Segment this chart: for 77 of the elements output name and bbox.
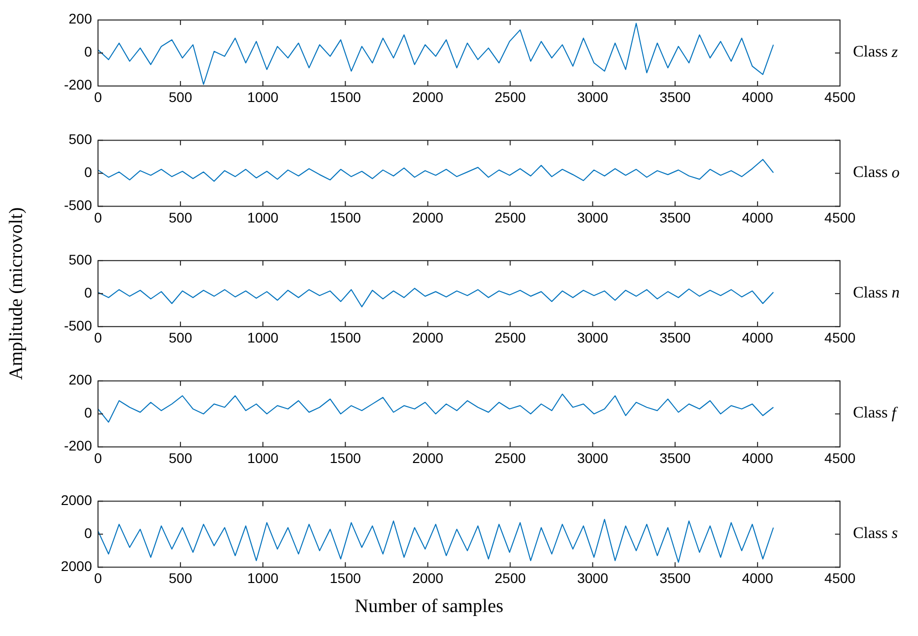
x-tick-label: 4500 bbox=[824, 450, 856, 466]
x-tick-label: 2000 bbox=[412, 89, 444, 105]
x-tick-label: 1500 bbox=[330, 570, 362, 586]
x-tick-label: 4500 bbox=[824, 330, 856, 346]
x-tick-label: 1000 bbox=[247, 570, 279, 586]
x-tick-label: 3000 bbox=[577, 450, 608, 466]
x-tick-label: 1000 bbox=[247, 450, 279, 466]
y-tick-label: 200 bbox=[68, 10, 92, 27]
y-tick-label: 200 bbox=[68, 372, 92, 388]
x-tick-label: 3000 bbox=[577, 89, 608, 105]
text: Class s bbox=[853, 524, 898, 542]
y-tick-label: 500 bbox=[68, 251, 92, 268]
line-series bbox=[98, 518, 774, 563]
y-tick-label: 0 bbox=[84, 404, 92, 421]
x-tick-label: 2000 bbox=[412, 570, 444, 586]
x-tick-label: 1500 bbox=[330, 450, 362, 466]
x-tick-label: 3500 bbox=[660, 570, 691, 586]
x-tick-label: 4500 bbox=[824, 89, 856, 105]
text: Class o bbox=[853, 164, 900, 181]
x-tick-label: 500 bbox=[168, 330, 192, 346]
x-tick-label: 2500 bbox=[494, 209, 526, 226]
x-tick-label: 500 bbox=[168, 89, 192, 105]
x-tick-label: 1500 bbox=[330, 330, 362, 346]
text: Class z bbox=[853, 44, 899, 61]
x-tick-label: 3000 bbox=[577, 209, 608, 226]
y-tick-label: -500 bbox=[64, 197, 92, 214]
x-tick-label: 3500 bbox=[660, 330, 691, 346]
x-tick-label: 4500 bbox=[824, 209, 856, 226]
x-tick-label: 500 bbox=[168, 450, 192, 466]
text: Class n bbox=[853, 284, 900, 302]
x-tick-label: 0 bbox=[94, 89, 102, 105]
x-tick-label: 4000 bbox=[742, 209, 774, 226]
x-tick-label: 4000 bbox=[742, 450, 774, 466]
x-tick-label: 2000 bbox=[412, 209, 444, 226]
x-tick-label: 0 bbox=[94, 450, 102, 466]
x-tick-label: 3500 bbox=[660, 450, 691, 466]
x-tick-label: 2000 bbox=[412, 450, 444, 466]
x-tick-label: 3000 bbox=[577, 570, 608, 586]
x-axis-title: Number of samples bbox=[354, 596, 504, 618]
x-tick-label: 4000 bbox=[742, 330, 774, 346]
y-tick-label: 0 bbox=[84, 164, 92, 180]
x-tick-label: 3500 bbox=[660, 209, 691, 226]
x-tick-label: 3000 bbox=[577, 330, 608, 346]
x-tick-label: 2500 bbox=[494, 450, 526, 466]
x-tick-label: 2500 bbox=[494, 570, 526, 586]
y-tick-label: 500 bbox=[68, 131, 92, 148]
y-tick-label: 2000 bbox=[60, 558, 92, 574]
y-axis-title: Amplitude (microvolt) bbox=[6, 207, 27, 380]
x-tick-label: 1000 bbox=[247, 330, 279, 346]
x-tick-label: 2500 bbox=[494, 330, 526, 346]
x-tick-label: 4000 bbox=[742, 89, 774, 105]
y-tick-label: 0 bbox=[84, 284, 92, 300]
x-tick-label: 4000 bbox=[742, 570, 774, 586]
y-tick-label: -200 bbox=[64, 76, 92, 93]
x-tick-label: 1000 bbox=[247, 89, 279, 105]
x-tick-label: 1000 bbox=[247, 209, 279, 226]
y-tick-label: 0 bbox=[84, 44, 92, 60]
x-tick-label: 1500 bbox=[330, 209, 362, 226]
line-series bbox=[98, 394, 774, 423]
x-tick-label: 2000 bbox=[412, 330, 444, 346]
line-series bbox=[98, 158, 774, 182]
y-tick-label: -500 bbox=[64, 317, 92, 334]
line-series bbox=[98, 22, 774, 85]
x-tick-label: 0 bbox=[94, 209, 102, 226]
x-tick-label: 0 bbox=[94, 330, 102, 346]
y-tick-label: -200 bbox=[64, 438, 92, 454]
y-tick-label: 0 bbox=[84, 524, 92, 541]
line-series bbox=[98, 288, 774, 308]
text: Class f bbox=[853, 404, 899, 422]
x-tick-label: 2500 bbox=[494, 89, 526, 105]
x-tick-label: 3500 bbox=[660, 89, 691, 105]
x-tick-label: 0 bbox=[94, 570, 102, 586]
x-tick-label: 500 bbox=[168, 570, 192, 586]
x-tick-label: 500 bbox=[168, 209, 192, 226]
x-tick-label: 4500 bbox=[824, 570, 856, 586]
x-tick-label: 1500 bbox=[330, 89, 362, 105]
y-tick-label: 2000 bbox=[60, 492, 92, 508]
